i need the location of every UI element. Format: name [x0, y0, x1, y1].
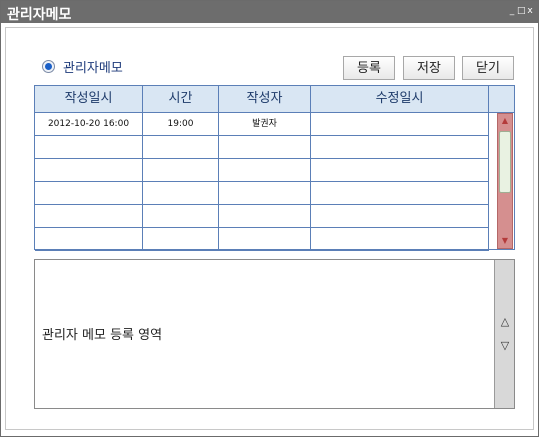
memo-list-table: 작성일시 시간 작성자 수정일시 2012-10-20 16:00 19:00 …	[34, 85, 515, 251]
cell-modified	[311, 205, 489, 227]
cell-time	[143, 205, 219, 227]
cell-author	[219, 136, 311, 158]
cell-modified	[311, 136, 489, 158]
window-controls: _ □ x	[508, 5, 534, 17]
column-header-time[interactable]: 시간	[143, 86, 219, 112]
table-body: 2012-10-20 16:00 19:00 발권자	[35, 113, 489, 251]
client-area: 관리자메모 등록 저장 닫기 작성일시 시간 작성자 수정일시 2012-10-…	[5, 27, 534, 430]
register-button[interactable]: 등록	[343, 56, 395, 80]
cell-date	[35, 159, 143, 181]
close-icon[interactable]: x	[527, 6, 533, 16]
memo-scroll-up-icon[interactable]: △	[500, 315, 510, 328]
cell-author	[219, 228, 311, 250]
title-bar[interactable]: 관리자메모 _ □ x	[1, 1, 538, 23]
cell-time	[143, 228, 219, 250]
cell-author: 발권자	[219, 113, 311, 135]
cell-time	[143, 182, 219, 204]
radio-selected-icon[interactable]	[42, 60, 55, 73]
close-button[interactable]: 닫기	[462, 56, 514, 80]
cell-author	[219, 182, 311, 204]
cell-date	[35, 136, 143, 158]
cell-modified	[311, 113, 489, 135]
cell-date	[35, 205, 143, 227]
table-row[interactable]	[35, 228, 489, 251]
memo-scroll-down-icon[interactable]: ▽	[500, 339, 510, 352]
cell-modified	[311, 182, 489, 204]
table-row[interactable]	[35, 136, 489, 159]
table-row[interactable]	[35, 205, 489, 228]
memo-text: 관리자 메모 등록 영역	[42, 328, 163, 343]
admin-memo-radio-group[interactable]: 관리자메모	[42, 57, 123, 76]
table-header: 작성일시 시간 작성자 수정일시	[35, 86, 514, 113]
cell-date	[35, 228, 143, 250]
window-title: 관리자메모	[7, 7, 72, 23]
table-scrollbar[interactable]: ▲ ▼	[497, 113, 513, 249]
cell-author	[219, 205, 311, 227]
column-header-modified[interactable]: 수정일시	[311, 86, 489, 112]
scroll-up-icon[interactable]: ▲	[501, 116, 509, 125]
column-header-author[interactable]: 작성자	[219, 86, 311, 112]
radio-label: 관리자메모	[63, 61, 123, 76]
scroll-thumb[interactable]	[499, 131, 511, 193]
cell-time	[143, 159, 219, 181]
save-button[interactable]: 저장	[403, 56, 455, 80]
cell-date: 2012-10-20 16:00	[35, 113, 143, 135]
column-header-date[interactable]: 작성일시	[35, 86, 143, 112]
cell-time: 19:00	[143, 113, 219, 135]
scroll-down-icon[interactable]: ▼	[501, 236, 509, 245]
minimize-icon[interactable]: _	[509, 6, 515, 16]
cell-time	[143, 136, 219, 158]
maximize-icon[interactable]: □	[517, 6, 526, 16]
table-row[interactable]	[35, 182, 489, 205]
table-row[interactable]: 2012-10-20 16:00 19:00 발권자	[35, 113, 489, 136]
memo-scrollbar[interactable]: △ ▽	[494, 260, 514, 408]
table-row[interactable]	[35, 159, 489, 182]
cell-author	[219, 159, 311, 181]
cell-modified	[311, 228, 489, 250]
cell-date	[35, 182, 143, 204]
memo-textarea[interactable]: 관리자 메모 등록 영역 △ ▽	[34, 259, 515, 409]
cell-modified	[311, 159, 489, 181]
